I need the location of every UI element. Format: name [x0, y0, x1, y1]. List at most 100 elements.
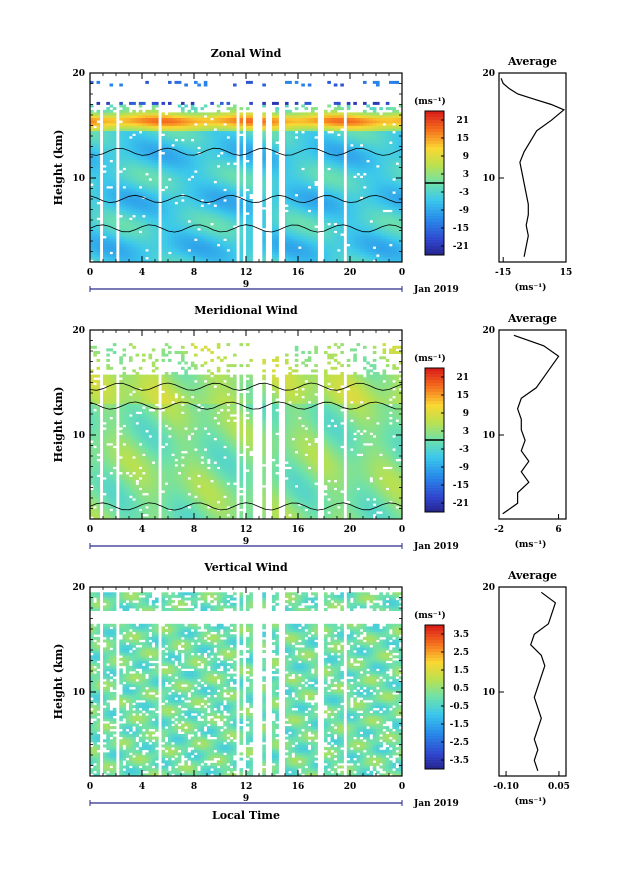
heatmap-cell	[145, 222, 149, 226]
heatmap-cell	[275, 212, 279, 216]
heatmap-cell	[239, 193, 244, 197]
heatmap-cell	[138, 251, 143, 255]
average-x-tick-label: 15	[560, 268, 573, 278]
heatmap-cell	[200, 243, 205, 247]
heatmap-cell	[363, 235, 367, 239]
heatmap-cell	[207, 235, 211, 239]
heatmap-cell	[327, 220, 331, 223]
heatmap-cell	[181, 125, 185, 129]
heatmap-cell	[181, 122, 185, 126]
heatmap-cell	[145, 149, 149, 153]
heatmap-cell	[288, 256, 292, 260]
heatmap-cell	[249, 115, 253, 118]
heatmap-cell	[291, 212, 296, 216]
heatmap-cell	[353, 143, 357, 147]
heatmap-cell	[229, 170, 234, 174]
heatmap-cell	[194, 193, 198, 197]
colorbar-tick-label: 3	[463, 170, 469, 180]
heatmap-cell	[93, 138, 97, 142]
heatmap-cell	[337, 209, 341, 213]
heatmap-cell	[213, 183, 218, 187]
heatmap-cell	[190, 233, 195, 237]
heatmap-cell	[285, 196, 289, 200]
heatmap-cell	[106, 146, 110, 150]
heatmap-cell	[229, 112, 234, 116]
heatmap-cell	[197, 162, 201, 166]
heatmap-cell	[366, 235, 370, 239]
heatmap-cell	[307, 112, 312, 116]
heatmap-cell	[324, 238, 328, 242]
heatmap-cell	[122, 115, 127, 118]
heatmap-cell	[366, 199, 370, 202]
heatmap-cell	[148, 154, 153, 158]
heatmap-cell	[210, 235, 214, 239]
heatmap-cell	[369, 120, 374, 124]
heatmap-cell	[103, 193, 107, 197]
heatmap-cell	[164, 256, 169, 260]
heatmap-cell	[346, 220, 351, 223]
heatmap-cell	[379, 217, 383, 221]
heatmap-cell	[187, 206, 192, 210]
heatmap-cell	[164, 212, 169, 216]
heatmap-cell	[184, 162, 188, 166]
colorbar-band	[425, 117, 444, 121]
heatmap-cell	[249, 183, 253, 187]
heatmap-cell	[125, 212, 130, 216]
heatmap-cell	[103, 143, 107, 147]
heatmap-cell	[324, 206, 328, 210]
heatmap-cell	[207, 162, 211, 166]
heatmap-cell	[93, 487, 97, 491]
heatmap-cell	[291, 117, 296, 121]
heatmap-cell	[311, 220, 315, 223]
heatmap-cell	[385, 162, 390, 166]
heatmap-cell	[353, 235, 357, 239]
heatmap-cell	[103, 191, 107, 195]
heatmap-cell	[249, 159, 253, 163]
heatmap-cell	[395, 157, 400, 160]
heatmap-cell	[90, 469, 94, 473]
heatmap-cell	[346, 230, 351, 234]
heatmap-cell	[103, 162, 107, 166]
heatmap-cell	[213, 115, 218, 118]
heatmap-cell	[298, 220, 302, 223]
heatmap-cell	[395, 246, 400, 250]
contour-line	[89, 147, 403, 156]
heatmap-cell	[233, 212, 237, 216]
heatmap-cell	[333, 175, 338, 179]
heatmap-cell	[148, 227, 153, 231]
heatmap-cell	[194, 259, 198, 263]
heatmap-cell	[90, 390, 94, 394]
heatmap-cell	[132, 206, 136, 210]
heatmap-cell	[395, 220, 400, 223]
heatmap-cell	[171, 154, 175, 158]
colorbar-band	[425, 216, 444, 220]
heatmap-cell	[356, 251, 361, 255]
heatmap-cell	[171, 201, 175, 205]
heatmap-cell	[90, 456, 94, 459]
heatmap-cell	[216, 162, 221, 166]
heatmap-cell	[246, 115, 250, 118]
heatmap-cell	[132, 241, 136, 244]
heatmap-cell	[129, 130, 133, 134]
heatmap-cell	[207, 185, 211, 189]
heatmap-cell	[200, 256, 205, 260]
heatmap-cell	[122, 233, 127, 237]
heatmap-cell	[90, 222, 94, 226]
heatmap-cell	[132, 227, 136, 231]
heatmap-cell	[93, 167, 97, 171]
heatmap-cell	[366, 259, 370, 263]
heatmap-cell	[356, 235, 361, 239]
heatmap-cell	[327, 115, 331, 118]
heatmap-cell	[132, 143, 136, 147]
heatmap-cell	[142, 151, 146, 155]
heatmap-cell	[301, 185, 305, 189]
heatmap-cell	[226, 141, 231, 145]
heatmap-cell	[249, 157, 253, 160]
heatmap-cell	[356, 112, 361, 116]
heatmap-cell	[291, 128, 296, 132]
colorbar-band	[425, 240, 444, 244]
heatmap-cell	[294, 170, 299, 174]
heatmap-cell	[294, 80, 299, 84]
heatmap-cell	[177, 122, 182, 126]
